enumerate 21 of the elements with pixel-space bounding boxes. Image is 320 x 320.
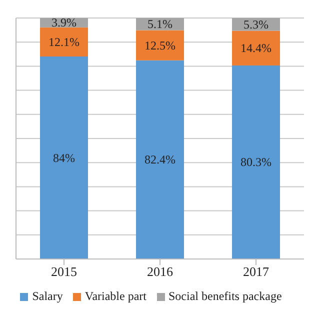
legend-label: Salary — [32, 289, 63, 303]
data-label: 3.9% — [52, 16, 76, 30]
bar — [40, 56, 88, 259]
data-label: 12.1% — [48, 34, 80, 49]
data-label: 12.5% — [144, 38, 176, 52]
legend-label: Variable part — [84, 289, 146, 303]
data-label: 84% — [53, 150, 75, 165]
data-label: 5.3% — [244, 17, 268, 32]
legend-label: Social benefits package — [168, 289, 282, 303]
data-label: 14.4% — [240, 41, 272, 56]
x-tick-label: 2015 — [51, 264, 77, 280]
x-tick-label: 2017 — [243, 264, 270, 280]
data-label: 80.3% — [240, 155, 272, 170]
bar — [232, 30, 280, 66]
data-label: 82.4% — [144, 152, 176, 167]
bar — [136, 30, 184, 60]
bar — [232, 65, 280, 259]
bar — [136, 60, 184, 259]
bar — [40, 27, 88, 57]
x-tick-label: 2016 — [147, 264, 174, 280]
data-label: 5.1% — [148, 17, 172, 32]
